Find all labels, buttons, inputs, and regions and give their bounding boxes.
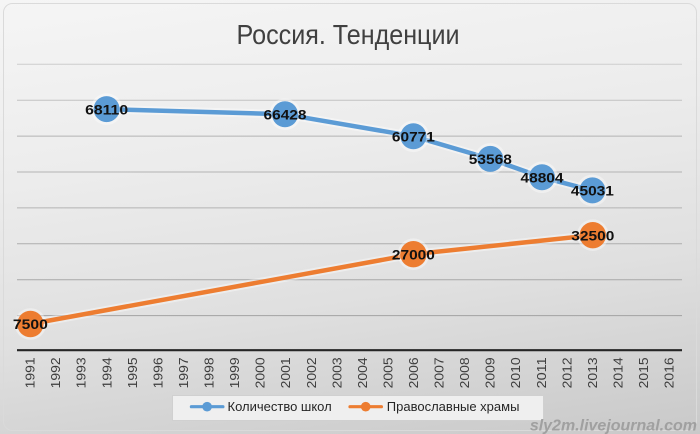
svg-text:53568: 53568: [469, 152, 512, 167]
svg-text:68110: 68110: [85, 102, 128, 117]
svg-text:2010: 2010: [509, 357, 523, 388]
svg-text:1994: 1994: [100, 357, 114, 388]
svg-text:45031: 45031: [571, 184, 614, 199]
svg-text:1996: 1996: [151, 357, 165, 388]
svg-text:2007: 2007: [433, 357, 447, 388]
svg-text:60771: 60771: [392, 130, 435, 145]
svg-text:1995: 1995: [126, 357, 140, 388]
svg-text:2003: 2003: [330, 357, 344, 388]
svg-text:1993: 1993: [75, 357, 89, 388]
svg-text:27000: 27000: [392, 247, 435, 262]
svg-text:1998: 1998: [203, 357, 217, 388]
svg-text:1999: 1999: [228, 357, 242, 388]
svg-text:48804: 48804: [521, 171, 564, 186]
svg-text:2016: 2016: [663, 357, 677, 388]
svg-text:2014: 2014: [612, 357, 626, 388]
svg-text:2012: 2012: [560, 357, 574, 388]
svg-text:2004: 2004: [356, 357, 370, 388]
svg-text:2002: 2002: [305, 357, 319, 388]
svg-text:2013: 2013: [586, 357, 600, 388]
svg-text:2005: 2005: [381, 357, 395, 388]
svg-text:1991: 1991: [24, 357, 38, 388]
svg-text:2001: 2001: [279, 357, 293, 388]
svg-text:2008: 2008: [458, 357, 472, 388]
svg-text:1992: 1992: [49, 357, 63, 388]
svg-text:Россия. Тенденции: Россия. Тенденции: [237, 19, 460, 50]
svg-text:1997: 1997: [177, 357, 191, 388]
svg-text:2015: 2015: [637, 357, 651, 388]
svg-text:Количество школ: Количество школ: [228, 399, 332, 414]
svg-text:2011: 2011: [535, 357, 549, 388]
svg-text:32500: 32500: [571, 228, 614, 243]
svg-text:66428: 66428: [264, 108, 307, 123]
svg-text:2006: 2006: [407, 357, 421, 388]
svg-text:2009: 2009: [484, 357, 498, 388]
svg-text:Православные храмы: Православные храмы: [387, 399, 520, 414]
svg-text:sly2m.livejournal.com: sly2m.livejournal.com: [530, 418, 697, 434]
svg-text:2000: 2000: [254, 357, 268, 388]
svg-text:7500: 7500: [13, 317, 48, 332]
